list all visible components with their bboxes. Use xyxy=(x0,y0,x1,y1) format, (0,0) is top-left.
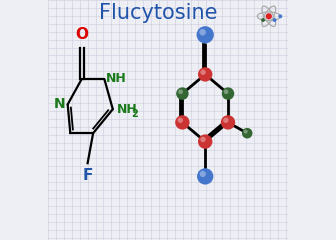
Circle shape xyxy=(200,171,206,177)
Circle shape xyxy=(200,137,206,142)
Text: F: F xyxy=(82,168,93,183)
Circle shape xyxy=(175,115,190,130)
Text: Flucytosine: Flucytosine xyxy=(99,3,218,23)
Text: N: N xyxy=(54,97,65,111)
Circle shape xyxy=(223,118,228,123)
Circle shape xyxy=(178,89,183,94)
Circle shape xyxy=(261,18,265,22)
Circle shape xyxy=(222,87,234,100)
Circle shape xyxy=(197,26,214,43)
Circle shape xyxy=(176,87,188,100)
Circle shape xyxy=(244,130,248,134)
Circle shape xyxy=(199,29,206,36)
Circle shape xyxy=(279,14,282,18)
Circle shape xyxy=(221,115,235,130)
Circle shape xyxy=(224,89,228,94)
Circle shape xyxy=(177,118,183,123)
Circle shape xyxy=(200,70,206,75)
Circle shape xyxy=(266,13,272,19)
Circle shape xyxy=(272,18,277,22)
Circle shape xyxy=(197,168,213,185)
Circle shape xyxy=(242,128,252,138)
Circle shape xyxy=(198,67,212,82)
Circle shape xyxy=(198,134,212,149)
Text: O: O xyxy=(75,27,88,42)
Text: NH: NH xyxy=(116,103,137,116)
Text: NH: NH xyxy=(106,72,127,84)
Text: 2: 2 xyxy=(131,109,138,119)
